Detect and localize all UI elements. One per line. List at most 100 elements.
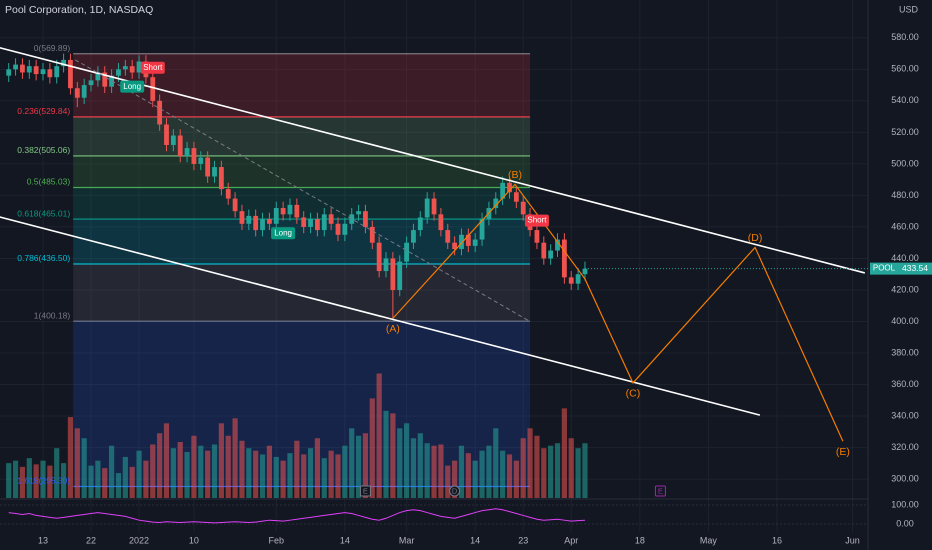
y-tick-label: 520.00	[891, 127, 919, 137]
price-box	[898, 262, 932, 275]
volume-bar	[273, 456, 279, 498]
candle-body	[40, 69, 46, 75]
candle-body	[534, 230, 540, 243]
candle-body	[47, 69, 53, 78]
candle-body	[513, 192, 519, 202]
volume-bar	[397, 428, 403, 498]
signal-label: Short	[527, 216, 547, 225]
x-tick-label: Apr	[564, 535, 578, 545]
volume-bar	[157, 433, 163, 498]
oscillator-tick-label: 100.00	[891, 499, 919, 509]
volume-bar	[218, 423, 224, 498]
candle-body	[177, 135, 183, 157]
candle-body	[397, 261, 403, 290]
volume-bar	[211, 444, 218, 498]
candle-body	[198, 157, 204, 164]
volume-bar	[47, 465, 53, 498]
volume-bar	[355, 435, 362, 498]
event-icon	[654, 485, 666, 497]
volume-bar	[67, 417, 74, 498]
volume-bar	[81, 438, 87, 498]
candle-body	[472, 239, 478, 246]
volume-bar	[54, 448, 60, 498]
candle-body	[431, 198, 437, 215]
candle-body	[6, 69, 12, 76]
volume-bar	[12, 460, 19, 498]
volume-bar	[465, 453, 471, 498]
event-label: E	[363, 486, 368, 495]
volume-bar	[143, 460, 149, 498]
event-label: E	[658, 486, 663, 495]
volume-bar	[301, 454, 307, 498]
candle-body	[81, 85, 87, 98]
candle-body	[54, 66, 60, 78]
volume-bar	[561, 408, 567, 498]
volume-bar	[376, 373, 382, 498]
volume-bar	[472, 460, 478, 498]
volume-bar	[369, 398, 375, 498]
volume-bar	[342, 445, 348, 498]
candle-body	[507, 182, 512, 193]
candle-body	[582, 268, 588, 275]
candle-body	[26, 66, 32, 73]
fib-label: 0.382(505.06)	[17, 145, 70, 155]
x-tick-label: May	[700, 535, 718, 545]
y-tick-label: 500.00	[891, 158, 919, 168]
trend-line	[75, 59, 531, 322]
volume-bar	[445, 465, 451, 498]
candle-body	[122, 66, 128, 70]
fib-zone	[73, 263, 531, 322]
candle-body	[479, 219, 485, 240]
candle-body	[390, 258, 396, 290]
candle-body	[116, 69, 121, 76]
y-tick-label: 440.00	[891, 253, 919, 263]
signal-label: Long	[274, 228, 292, 237]
currency: USD	[899, 4, 919, 14]
wave-label: (D)	[748, 232, 763, 244]
symbol-label: POOL	[873, 264, 896, 273]
candle-body	[95, 72, 101, 81]
x-tick-label: 18	[635, 535, 645, 545]
price-axis	[868, 0, 932, 550]
volume-bar	[328, 450, 334, 498]
volume-bar	[177, 441, 183, 498]
candle-body	[74, 88, 80, 98]
candle-body	[315, 219, 320, 231]
candle-body	[68, 59, 73, 89]
volume-bar	[383, 410, 389, 498]
volume-bar	[548, 445, 554, 498]
candle-body	[301, 217, 307, 227]
volume-bar	[349, 428, 355, 498]
volume-bar	[280, 460, 286, 498]
x-tick-label: 22	[86, 535, 96, 545]
oscillator-line	[8, 508, 585, 524]
chart-title: Pool Corporation, 1D, NASDAQ	[5, 4, 153, 16]
volume-bar	[19, 466, 26, 498]
volume-bar	[205, 450, 211, 498]
plot-layer	[0, 0, 868, 532]
candle-body	[102, 72, 108, 87]
candle-body	[157, 100, 163, 125]
x-tick-label: 14	[470, 535, 480, 545]
candle-body	[452, 242, 458, 249]
volume-bar	[74, 428, 80, 498]
candle-body	[445, 230, 451, 243]
volume-bar	[239, 440, 245, 498]
candle-body	[184, 148, 190, 157]
candle-body	[260, 219, 265, 231]
candle-body	[369, 226, 375, 243]
y-tick-label: 480.00	[891, 190, 919, 200]
volume-bar	[568, 438, 574, 498]
volume-bar	[40, 460, 46, 498]
time-axis	[0, 532, 932, 550]
volume-bar	[417, 433, 423, 498]
fib-label: 0.786(436.50)	[17, 253, 70, 263]
candle-body	[363, 211, 368, 227]
volume-bar	[486, 445, 492, 498]
x-tick-label: 10	[189, 535, 199, 545]
fib-label: 0.5(485.03)	[27, 177, 71, 187]
candle-body	[205, 157, 211, 177]
x-tick-label: 14	[340, 535, 350, 545]
wave-label: (C)	[626, 388, 641, 400]
signal-label: Short	[143, 63, 163, 72]
